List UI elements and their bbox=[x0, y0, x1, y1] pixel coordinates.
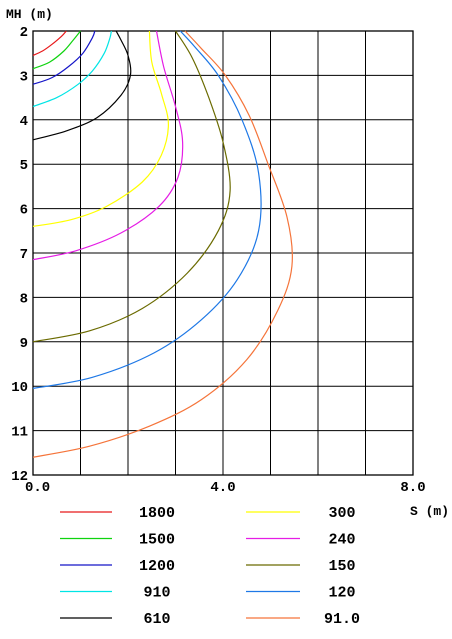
x-tick-label: 4.0 bbox=[210, 480, 235, 496]
legend-label: 610 bbox=[143, 611, 170, 628]
contour-line-120 bbox=[32, 30, 262, 389]
contour-line-610 bbox=[32, 30, 132, 141]
contour-line-1500 bbox=[32, 30, 81, 70]
x-axis-title: S (m) bbox=[410, 504, 449, 519]
legend-label: 150 bbox=[328, 558, 355, 575]
legend-label: 120 bbox=[328, 585, 355, 602]
y-tick-label: 12 bbox=[11, 469, 28, 485]
y-tick-label: 7 bbox=[20, 247, 28, 263]
contour-line-910 bbox=[32, 30, 112, 108]
contour-line-150 bbox=[32, 30, 231, 343]
contour-curves bbox=[32, 30, 293, 458]
y-tick-label: 8 bbox=[20, 291, 28, 307]
legend-label: 91.0 bbox=[324, 611, 360, 628]
y-tick-label: 2 bbox=[20, 25, 28, 41]
y-tick-label: 4 bbox=[20, 114, 28, 130]
contour-line-91-0 bbox=[32, 30, 293, 458]
x-tick-label: 8.0 bbox=[400, 480, 425, 496]
y-tick-label: 10 bbox=[11, 380, 28, 396]
legend-label: 1500 bbox=[139, 532, 175, 549]
legend-label: 240 bbox=[328, 532, 355, 549]
y-tick-label: 5 bbox=[20, 158, 28, 174]
y-axis-title: MH (m) bbox=[6, 7, 53, 22]
grid bbox=[32, 30, 414, 476]
legend-label: 300 bbox=[328, 505, 355, 522]
contour-line-240 bbox=[32, 30, 184, 261]
contour-line-1200 bbox=[32, 30, 96, 85]
contour-line-1800 bbox=[32, 30, 67, 56]
legend-label: 1800 bbox=[139, 505, 175, 522]
x-tick-label: 0.0 bbox=[25, 480, 50, 496]
y-tick-label: 3 bbox=[20, 69, 28, 85]
legend: 1800 1500 1200 910 610 300 240 150 120 91.0 bbox=[60, 505, 360, 628]
y-tick-label: 9 bbox=[20, 336, 28, 352]
legend-label: 910 bbox=[143, 585, 170, 602]
legend-label: 1200 bbox=[139, 558, 175, 575]
contour-line-300 bbox=[32, 30, 170, 227]
y-tick-label: 11 bbox=[11, 425, 28, 441]
tick-labels: 2 3 4 5 6 7 8 9 10 11 120.0 4.0 8.0 bbox=[11, 25, 425, 496]
y-tick-label: 6 bbox=[20, 203, 28, 219]
